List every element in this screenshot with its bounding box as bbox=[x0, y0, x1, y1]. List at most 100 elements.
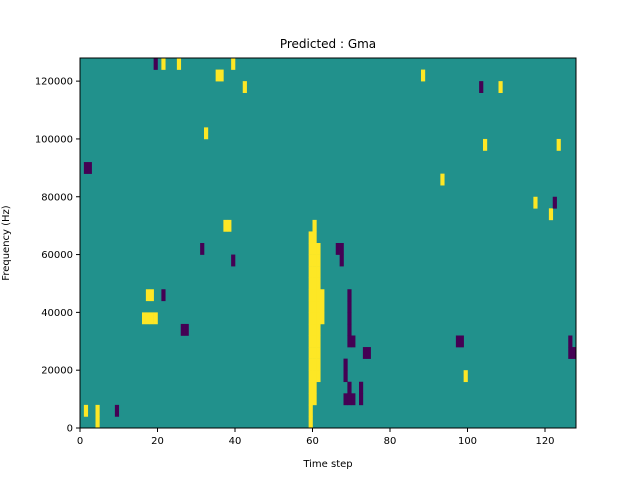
heatmap-cell-high bbox=[308, 289, 313, 302]
y-tick-label: 100000 bbox=[35, 134, 73, 145]
heatmap-cell-high bbox=[242, 81, 247, 93]
heatmap-cell-high bbox=[483, 138, 488, 151]
heatmap-cell-low bbox=[184, 323, 189, 336]
heatmap-cells bbox=[83, 58, 577, 429]
y-tick-label: 20000 bbox=[41, 366, 73, 377]
chart-title: Predicted : Gma bbox=[280, 37, 376, 51]
heatmap-cell-high bbox=[320, 289, 325, 302]
heatmap-cell-low bbox=[359, 393, 364, 406]
heatmap-cell-high bbox=[320, 300, 325, 313]
heatmap-cell-high bbox=[312, 231, 317, 244]
heatmap-cell-high bbox=[463, 370, 468, 383]
heatmap-cell-high bbox=[308, 312, 313, 325]
heatmap-cell-high bbox=[308, 231, 313, 244]
heatmap-cell-high bbox=[312, 312, 317, 325]
y-tick-label: 80000 bbox=[41, 192, 73, 203]
heatmap-cell-high bbox=[316, 289, 321, 302]
heatmap-cell-low bbox=[153, 58, 158, 70]
heatmap-cell-low bbox=[359, 381, 364, 394]
heatmap-cell-low bbox=[347, 289, 352, 302]
heatmap-cell-high bbox=[316, 300, 321, 313]
heatmap-cell-high bbox=[227, 219, 232, 232]
heatmap-cell-low bbox=[351, 393, 356, 406]
heatmap-cell-low bbox=[347, 312, 352, 325]
heatmap-cell-low bbox=[200, 243, 205, 255]
heatmap-cell-high bbox=[316, 370, 321, 383]
heatmap-cell-high bbox=[161, 58, 166, 70]
heatmap-cell-high bbox=[312, 370, 317, 383]
heatmap-cell-low bbox=[180, 323, 185, 336]
heatmap-cell-high bbox=[440, 173, 445, 186]
heatmap-cell-high bbox=[312, 347, 317, 359]
heatmap-cell-high bbox=[308, 393, 313, 406]
heatmap-cell-high bbox=[312, 266, 317, 278]
heatmap-cell-low bbox=[479, 81, 484, 93]
heatmap-cell-high bbox=[308, 243, 313, 255]
heatmap-cell-high bbox=[215, 69, 220, 82]
heatmap-cell-low bbox=[335, 243, 340, 255]
heatmap-cell-low bbox=[455, 335, 461, 348]
heatmap-cell-high bbox=[312, 381, 317, 394]
heatmap-cell-high bbox=[320, 312, 325, 325]
x-tick-label: 20 bbox=[151, 436, 164, 447]
heatmap-cell-high bbox=[316, 358, 321, 371]
heatmap-cell-high bbox=[312, 254, 317, 267]
heatmap-cell-high bbox=[533, 196, 538, 209]
x-tick-label: 120 bbox=[535, 436, 554, 447]
y-tick-label: 120000 bbox=[35, 77, 73, 88]
x-tick-label: 0 bbox=[77, 436, 83, 447]
heatmap-cell-high bbox=[312, 243, 317, 255]
heatmap-cell-low bbox=[83, 162, 89, 174]
heatmap-cell-high bbox=[95, 416, 100, 429]
y-tick-label: 40000 bbox=[41, 308, 73, 319]
heatmap-cell-high bbox=[308, 416, 313, 429]
heatmap-cell-high bbox=[223, 219, 228, 232]
heatmap-cell-high bbox=[308, 370, 313, 383]
heatmap-cell-high bbox=[204, 127, 209, 140]
x-tick-label: 100 bbox=[458, 436, 477, 447]
heatmap-cell-high bbox=[176, 58, 182, 70]
heatmap-cell-low bbox=[343, 370, 348, 383]
heatmap-cell-low bbox=[343, 358, 348, 371]
heatmap-cell-high bbox=[308, 381, 313, 394]
x-tick-label: 40 bbox=[229, 436, 242, 447]
heatmap-cell-high bbox=[308, 300, 313, 313]
heatmap-cell-high bbox=[153, 312, 158, 325]
heatmap-cell-high bbox=[149, 312, 154, 325]
heatmap-cell-high bbox=[312, 289, 317, 302]
heatmap-cell-low bbox=[351, 335, 356, 348]
heatmap-cell-high bbox=[149, 289, 154, 302]
heatmap-cell-low bbox=[114, 404, 120, 417]
heatmap-cell-high bbox=[308, 335, 313, 348]
heatmap-cell-high bbox=[308, 347, 313, 359]
heatmap-cell-high bbox=[316, 347, 321, 359]
heatmap-cell-low bbox=[339, 243, 344, 255]
heatmap-cell-low bbox=[552, 196, 557, 209]
heatmap-cell-low bbox=[339, 254, 344, 267]
heatmap-cell-low bbox=[231, 254, 236, 267]
heatmap-cell-low bbox=[347, 381, 352, 394]
heatmap-cell-high bbox=[308, 404, 313, 417]
heatmap-cell-high bbox=[316, 312, 321, 325]
heatmap-cell-low bbox=[87, 162, 92, 174]
heatmap-cell-high bbox=[316, 243, 321, 255]
heatmap-cell-high bbox=[308, 358, 313, 371]
heatmap-cell-high bbox=[312, 393, 317, 406]
plot-area bbox=[79, 57, 577, 429]
heatmap-cell-high bbox=[316, 266, 321, 278]
heatmap-cell-high bbox=[421, 69, 426, 82]
heatmap-cell-high bbox=[556, 138, 561, 151]
heatmap-cell-high bbox=[312, 358, 317, 371]
heatmap-cell-high bbox=[312, 335, 317, 348]
heatmap-cell-high bbox=[312, 300, 317, 313]
y-tick-label: 60000 bbox=[41, 250, 73, 261]
heatmap-cell-high bbox=[498, 81, 503, 93]
x-axis-ticks: 0 20 40 60 80 100 120 bbox=[77, 428, 555, 447]
heatmap-cell-low bbox=[568, 347, 573, 359]
heatmap-cell-high bbox=[83, 404, 89, 417]
heatmap-cell-high bbox=[312, 219, 317, 232]
heatmap-cell-low bbox=[347, 300, 352, 313]
heatmap-cell-low bbox=[347, 323, 352, 336]
heatmap-cell-low bbox=[347, 393, 352, 406]
